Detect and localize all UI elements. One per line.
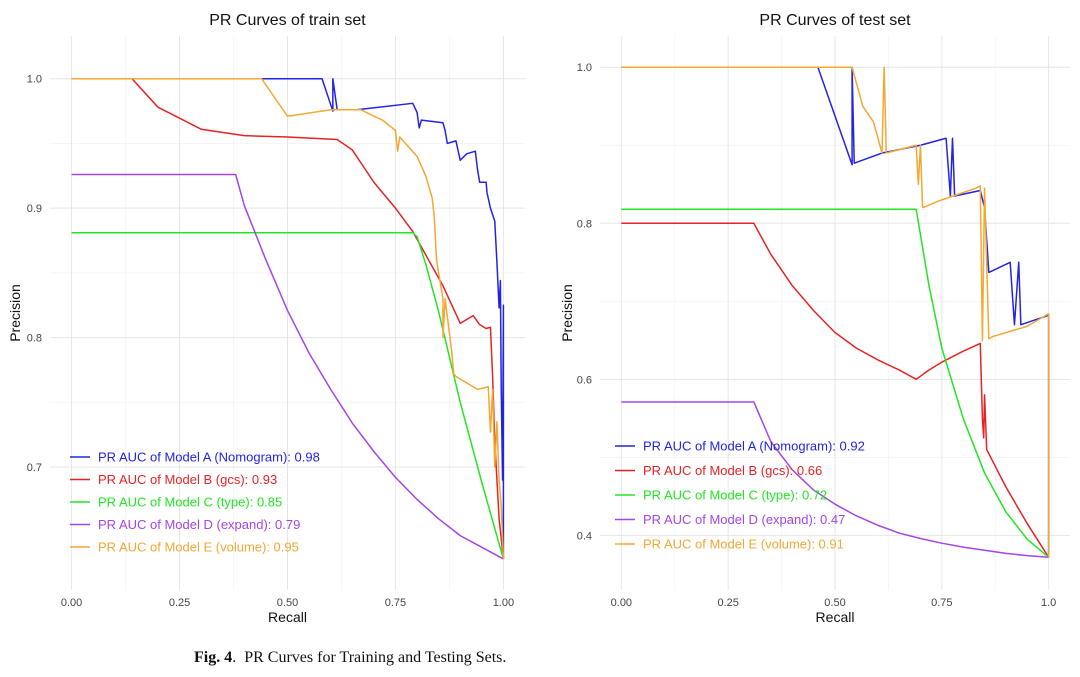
train-legend-entry-5: PR AUC of Model E (volume): 0.95	[98, 540, 299, 555]
figure-caption-label: Fig. 4	[194, 649, 233, 666]
train-x-axis-title: Recall	[268, 609, 307, 625]
test-chart-title: PR Curves of test set	[759, 12, 911, 29]
train-legend-entry-1: PR AUC of Model A (Nomogram): 0.98	[98, 450, 320, 465]
train-x-tick-label: 0.00	[61, 597, 82, 609]
train-y-axis-title: Precision	[7, 284, 23, 342]
train-legend-entry-2: PR AUC of Model B (gcs): 0.93	[98, 472, 277, 487]
test-x-tick-label: 0.25	[717, 597, 738, 609]
test-series-line-model-d	[621, 401, 1049, 558]
test-y-tick-label: 0.6	[577, 374, 592, 386]
test-series-line-model-e	[621, 66, 1050, 558]
train-x-tick-label: 0.25	[169, 597, 190, 609]
train-y-tick-label: 0.7	[27, 462, 42, 474]
test-y-tick-label: 1.0	[577, 62, 592, 74]
train-x-tick-label: 0.75	[385, 597, 406, 609]
train-y-tick-label: 0.9	[27, 203, 42, 215]
test-y-tick-label: 0.8	[577, 218, 592, 230]
train-series-line-model-e	[71, 77, 505, 559]
train-x-tick-label: 0.50	[277, 597, 298, 609]
test-x-tick-label: 0.00	[611, 597, 632, 609]
figure-caption: Fig. 4. PR Curves for Training and Testi…	[194, 649, 507, 666]
test-chart-panel: 0.00 0.25 0.50 0.75 1.0 0.4 0.6 0.8 1.0 PR Curves…	[559, 12, 1070, 625]
test-y-axis-title: Precision	[559, 284, 575, 342]
test-legend-entry-5: PR AUC of Model E (volume): 0.91	[643, 537, 844, 552]
test-y-tick-label: 0.4	[577, 530, 592, 542]
test-x-tick-label: 1.0	[1041, 597, 1056, 609]
train-legend-entry-4: PR AUC of Model D (expand): 0.79	[98, 517, 300, 532]
test-x-tick-label: 0.50	[824, 597, 845, 609]
train-y-tick-label: 0.8	[27, 333, 42, 345]
figure-caption-text: PR Curves for Training and Testing Sets.	[244, 649, 507, 666]
train-series-line-model-c	[71, 232, 505, 560]
train-y-tick-label: 1.0	[27, 74, 42, 86]
test-series-line-model-a	[621, 66, 1050, 558]
test-x-tick-label: 0.75	[931, 597, 952, 609]
train-chart-title: PR Curves of train set	[209, 12, 366, 29]
train-chart-panel: 0.00 0.25 0.50 0.75 1.00 0.7 0.8 0.9 1.0 PR Curve…	[7, 12, 525, 625]
test-legend-entry-2: PR AUC of Model B (gcs): 0.66	[643, 463, 822, 478]
test-series-line-model-b	[621, 222, 1050, 558]
test-legend-entry-1: PR AUC of Model A (Nomogram): 0.92	[643, 439, 865, 454]
test-legend-entry-4: PR AUC of Model D (expand): 0.47	[643, 512, 845, 527]
train-legend-entry-3: PR AUC of Model C (type): 0.85	[98, 495, 282, 510]
test-legend-entry-3: PR AUC of Model C (type): 0.72	[643, 488, 827, 503]
test-series-line-model-c	[621, 208, 1050, 558]
train-x-tick-label: 1.00	[493, 597, 514, 609]
test-x-axis-title: Recall	[816, 609, 855, 625]
train-series-line-model-d	[71, 173, 504, 560]
